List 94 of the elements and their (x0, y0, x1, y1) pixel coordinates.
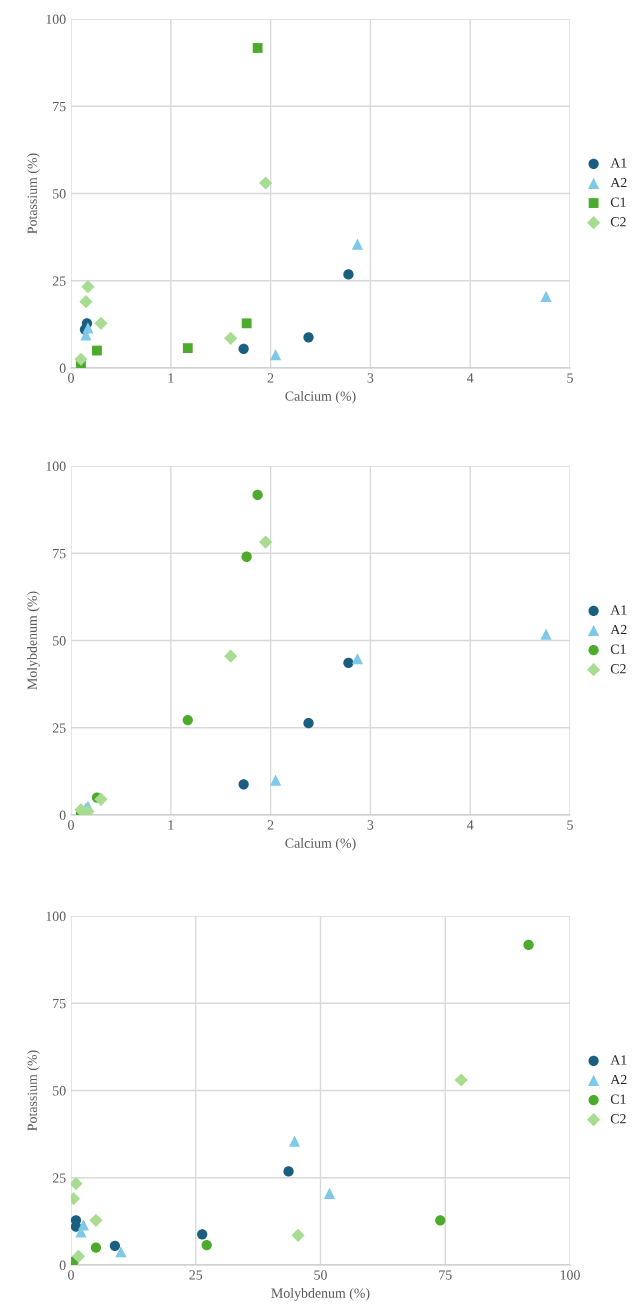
point (92, 345, 102, 356)
x-tick-label: 4 (467, 820, 474, 830)
legend-label: C2 (610, 664, 626, 674)
y-tick-label: 100 (46, 14, 66, 24)
point (540, 628, 552, 640)
y-tick-label: 75 (53, 101, 66, 112)
x-tick-label: 2 (267, 820, 274, 830)
point (238, 779, 249, 790)
x-tick-label: 1 (168, 373, 174, 383)
point (224, 331, 238, 345)
point (201, 1239, 212, 1251)
legend-label: C1 (610, 1094, 626, 1104)
y-axis-title: Potassium (%) (27, 153, 40, 234)
y-tick-label: 75 (53, 548, 66, 559)
x-tick-label: 4 (467, 373, 474, 383)
point (182, 343, 193, 354)
point (224, 649, 238, 663)
legend-label: A1 (610, 158, 627, 168)
point (540, 290, 552, 303)
point (115, 1246, 127, 1258)
point (109, 1240, 121, 1251)
y-tick-label: 50 (53, 636, 66, 646)
x-axis-title: Calcium (%) (285, 391, 356, 404)
point (182, 714, 193, 726)
x-tick-label: 5 (567, 820, 573, 830)
x-tick-label: 75 (439, 1270, 452, 1280)
y-tick-label: 50 (53, 1086, 66, 1096)
point (323, 1187, 336, 1200)
point (303, 332, 314, 343)
point (77, 1219, 90, 1231)
legend-label: C2 (610, 217, 626, 227)
y-tick-label: 0 (59, 810, 66, 820)
x-tick-label: 100 (560, 1270, 580, 1280)
point (74, 352, 88, 366)
point (351, 653, 364, 665)
point (269, 774, 282, 786)
point (71, 1249, 86, 1263)
point (303, 718, 314, 729)
legend-label: A2 (610, 624, 627, 635)
legend-label: A2 (610, 1074, 627, 1085)
legend-label: C2 (610, 1114, 626, 1124)
y-tick-label: 50 (53, 189, 66, 199)
point (259, 535, 273, 549)
point (259, 176, 273, 190)
point (238, 343, 249, 354)
point (288, 1135, 301, 1147)
point (94, 316, 108, 330)
point (252, 489, 263, 501)
point (435, 1215, 446, 1226)
x-axis-title: Molybdenum (%) (271, 1288, 370, 1301)
x-tick-label: 3 (367, 820, 374, 830)
point (343, 657, 354, 668)
point (351, 238, 364, 250)
y-tick-label: 0 (59, 363, 66, 373)
x-tick-label: 0 (68, 820, 74, 830)
point (241, 551, 252, 562)
y-tick-label: 25 (52, 723, 66, 733)
y-tick-label: 75 (53, 998, 66, 1009)
legend-label: C1 (610, 197, 626, 207)
point (94, 792, 108, 806)
point (454, 1073, 468, 1087)
point (241, 318, 252, 329)
x-tick-label: 2 (267, 373, 274, 383)
point (89, 1213, 103, 1227)
x-tick-label: 0 (68, 1270, 74, 1280)
point (269, 349, 282, 361)
point (81, 280, 95, 294)
x-tick-label: 3 (367, 373, 374, 383)
x-tick-label: 5 (567, 373, 573, 383)
x-tick-label: 25 (189, 1270, 203, 1280)
y-tick-label: 100 (46, 461, 66, 471)
y-axis-title: Potassium (%) (27, 1050, 40, 1131)
point (90, 1242, 102, 1253)
y-tick-label: 0 (59, 1260, 66, 1270)
point (291, 1228, 305, 1242)
point (343, 269, 354, 280)
x-tick-label: 0 (68, 373, 74, 383)
y-tick-label: 100 (46, 911, 66, 921)
point (79, 295, 93, 309)
point (71, 1177, 83, 1191)
x-axis-title: Calcium (%) (285, 838, 356, 851)
y-axis-title: Molybdenum (%) (27, 591, 40, 690)
legend-label: A2 (610, 177, 627, 188)
point (523, 939, 534, 951)
x-tick-label: 50 (314, 1270, 327, 1280)
point (252, 43, 263, 53)
legend-label: A1 (610, 605, 627, 615)
legend-label: C1 (610, 644, 626, 654)
legend-label: A1 (610, 1055, 627, 1065)
y-tick-label: 25 (52, 276, 66, 286)
point (197, 1229, 208, 1240)
x-tick-label: 1 (168, 820, 174, 830)
point (283, 1166, 294, 1177)
y-tick-label: 25 (52, 1173, 66, 1183)
